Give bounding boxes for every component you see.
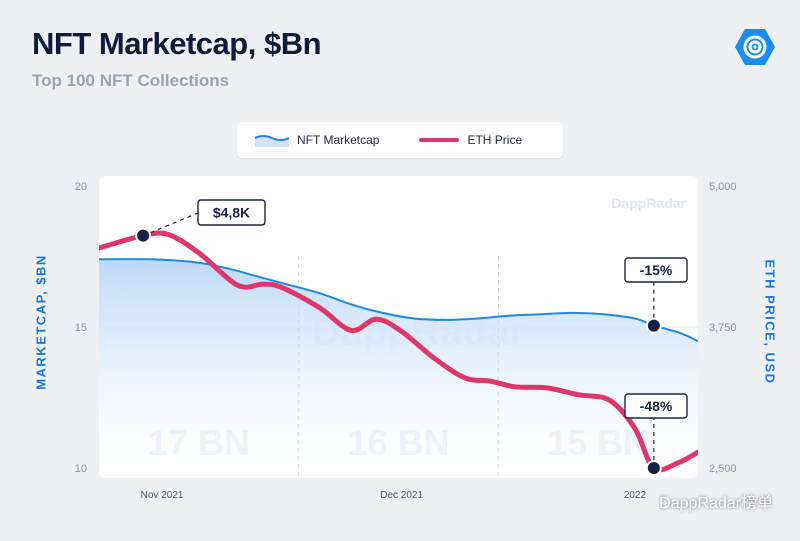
callout-box: [624, 257, 688, 283]
y-tick-right: 5,000: [709, 181, 737, 193]
callout-connector: [142, 212, 199, 237]
y-tick-left: 15: [75, 322, 87, 334]
x-tick: Dec 2021: [380, 490, 423, 501]
page-title: NFT Marketcap, $Bn: [32, 26, 322, 61]
chart-watermark-small: DappRadar: [611, 195, 686, 211]
callout-point: [135, 227, 152, 244]
dappradar-logo-icon: [735, 29, 775, 65]
y-tick-right: 3,750: [709, 322, 737, 334]
x-tick: 2022: [624, 490, 647, 501]
y-axis-title-right: ETH PRICE, USD: [762, 259, 778, 385]
legend-label-marketcap: NFT Marketcap: [297, 133, 380, 147]
chart-legend: NFT Marketcap ETH Price: [237, 122, 563, 158]
eth-price-line: [99, 230, 698, 473]
y-tick-right: 2,500: [709, 463, 737, 475]
y-tick-left: 20: [75, 181, 87, 193]
legend-item-marketcap: NFT Marketcap: [255, 133, 379, 147]
corner-watermark: DappRadar榜单: [659, 495, 773, 512]
marketcap-line: [99, 258, 698, 343]
legend-area-swatch: [255, 135, 289, 147]
callout-label: -48%: [640, 398, 673, 414]
legend-item-eth: ETH Price: [419, 133, 522, 147]
y-axis-title-left: MARKETCAP, $BN: [33, 254, 49, 390]
callout-label: $4,8K: [213, 205, 250, 221]
callout-label: -15%: [640, 262, 673, 278]
callout-box: [197, 199, 266, 226]
callout-point: [645, 317, 662, 334]
callout-point: [645, 460, 662, 476]
legend-label-eth: ETH Price: [467, 133, 523, 147]
callout-box: [624, 393, 688, 419]
y-tick-left: 10: [75, 463, 87, 475]
x-tick: Nov 2021: [141, 490, 184, 501]
page-subtitle: Top 100 NFT Collections: [32, 71, 230, 90]
legend-line-swatch: [419, 138, 460, 142]
